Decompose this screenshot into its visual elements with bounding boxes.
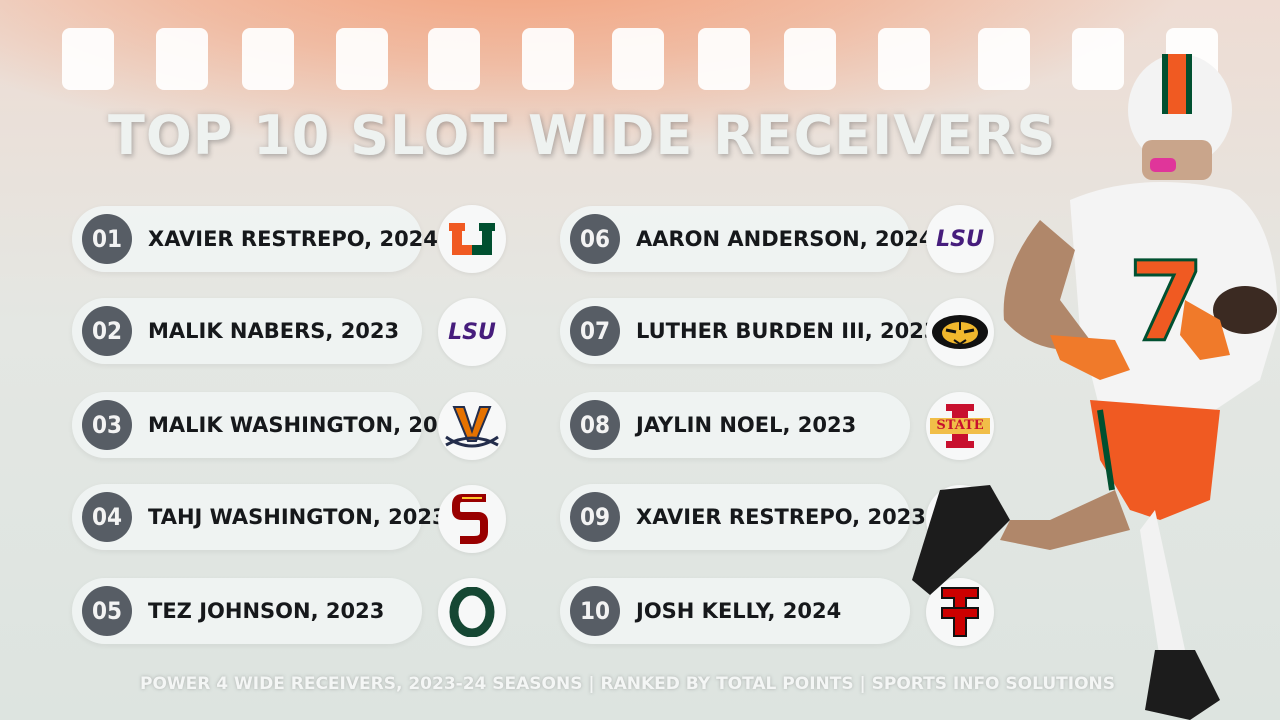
- player-name: XAVIER RESTREPO, 2023: [636, 505, 926, 529]
- rank-badge: 09: [570, 492, 620, 542]
- rank-badge: 05: [82, 586, 132, 636]
- ranking-row: 08 JAYLIN NOEL, 2023: [560, 392, 910, 458]
- rank-badge: 03: [82, 400, 132, 450]
- player-name: JOSH KELLY, 2024: [636, 599, 842, 623]
- rank-badge: 04: [82, 492, 132, 542]
- rank-badge: 06: [570, 214, 620, 264]
- film-hole: [698, 28, 750, 90]
- miami-u-logo-icon: [438, 205, 506, 273]
- ranking-row: 10 JOSH KELLY, 2024: [560, 578, 910, 644]
- ranking-row: 07 LUTHER BURDEN III, 2023: [560, 298, 938, 364]
- film-hole: [336, 28, 388, 90]
- rank-badge: 01: [82, 214, 132, 264]
- player-name: XAVIER RESTREPO, 2024: [148, 227, 438, 251]
- player-name: MALIK NABERS, 2023: [148, 319, 400, 343]
- film-hole: [978, 28, 1030, 90]
- ranking-row: 05 TEZ JOHNSON, 2023: [72, 578, 422, 644]
- film-hole: [878, 28, 930, 90]
- lsu-logo-icon: LSU: [438, 298, 506, 366]
- ranking-row: 06 AARON ANDERSON, 2024: [560, 206, 933, 272]
- ranking-row: 03 MALIK WASHINGTON, 2023: [72, 392, 467, 458]
- player-name: TEZ JOHNSON, 2023: [148, 599, 385, 623]
- lsu-logo-icon: LSU: [926, 205, 994, 273]
- rank-badge: 07: [570, 306, 620, 356]
- page-title: TOP 10 SLOT WIDE RECEIVERS: [108, 104, 1057, 167]
- ranking-row: 01 XAVIER RESTREPO, 2024: [72, 206, 438, 272]
- film-hole: [156, 28, 208, 90]
- rank-badge: 08: [570, 400, 620, 450]
- iowa-state-logo-text: STATE: [930, 418, 990, 434]
- virginia-logo-icon: [438, 392, 506, 460]
- player-name: JAYLIN NOEL, 2023: [636, 413, 857, 437]
- ranking-row: 09 XAVIER RESTREPO, 2023: [560, 484, 926, 550]
- film-hole: [62, 28, 114, 90]
- rank-badge: 10: [570, 586, 620, 636]
- film-hole: [784, 28, 836, 90]
- film-hole: [428, 28, 480, 90]
- lsu-logo-text: LSU: [936, 226, 984, 252]
- player-name: AARON ANDERSON, 2024: [636, 227, 934, 251]
- player-name: MALIK WASHINGTON, 2023: [148, 413, 467, 437]
- player-name: LUTHER BURDEN III, 2023: [636, 319, 939, 343]
- film-hole: [522, 28, 574, 90]
- film-hole: [612, 28, 664, 90]
- film-hole: [1072, 28, 1124, 90]
- lsu-logo-text: LSU: [448, 319, 496, 345]
- football-player-image: 7: [912, 54, 1278, 720]
- ranking-row: 04 TAHJ WASHINGTON, 2023: [72, 484, 447, 550]
- player-name: TAHJ WASHINGTON, 2023: [148, 505, 447, 529]
- film-hole: [242, 28, 294, 90]
- texas-tech-logo-icon: [926, 578, 994, 646]
- oregon-logo-icon: [438, 578, 506, 646]
- footer-source-note: POWER 4 WIDE RECEIVERS, 2023-24 SEASONS …: [140, 674, 1115, 694]
- iowa-state-logo-icon: STATE: [926, 392, 994, 460]
- usc-logo-icon: [438, 485, 506, 553]
- rank-badge: 02: [82, 306, 132, 356]
- missouri-tiger-logo-icon: [926, 298, 994, 366]
- ranking-row: 02 MALIK NABERS, 2023: [72, 298, 422, 364]
